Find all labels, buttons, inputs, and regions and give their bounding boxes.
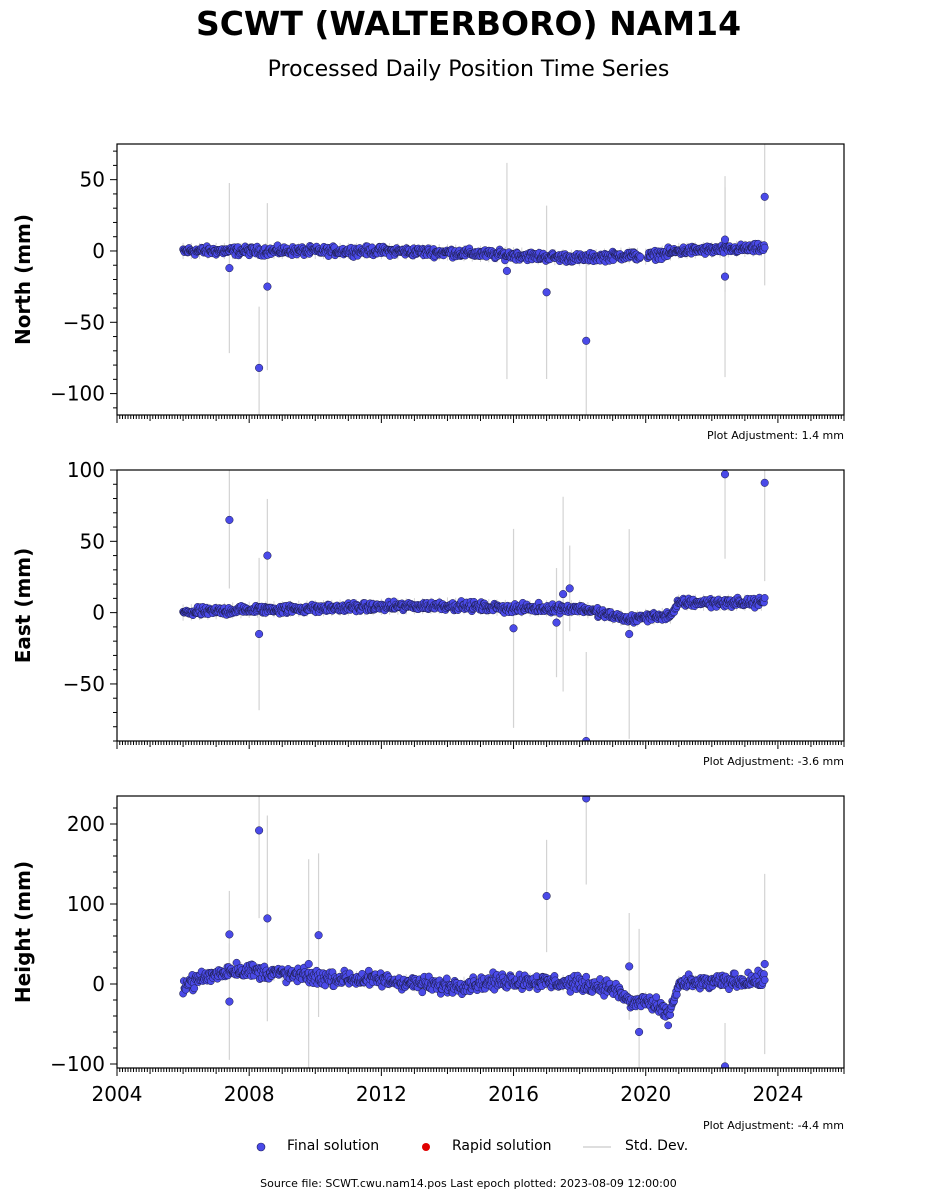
north-outlier-point [502,266,511,275]
height-outlier-point [625,962,634,971]
north-outlier-point [720,235,730,244]
final-solution-label: Final solution [287,1138,380,1154]
north-plot-adjustment: Plot Adjustment: 1.4 mm [706,429,844,442]
east-ytick-label: 50 [80,529,105,553]
height-xtick-label: 2020 [620,1082,671,1106]
height-outlier-point [542,891,551,901]
height-ytick-label: 200 [67,812,105,836]
height-outlier-point [314,931,323,940]
east-outlier-point [552,618,561,627]
height-xtick-label: 2016 [488,1082,539,1106]
height-data-point [672,990,681,999]
east-outlier-point [720,470,730,479]
east-data-point [760,594,769,602]
east-ytick-label: 100 [67,458,105,482]
east-outlier-point [509,624,518,633]
height-outlier-point [225,930,234,939]
height-xtick-label: 2024 [752,1082,803,1106]
std-dev-marker [583,1146,611,1148]
north-ytick-label: −100 [50,382,105,406]
north-ytick-label: 50 [80,168,105,192]
north-outlier-point [542,288,551,297]
height-ytick-label: −100 [50,1052,105,1076]
north-ytick-label: 0 [92,239,105,263]
height-xtick-label: 2004 [92,1082,143,1106]
height-outlier-point [255,826,264,835]
height-ytick-label: 100 [67,892,105,916]
east-ytick-label: −50 [63,672,105,696]
east-outlier-point [625,629,634,639]
east-data-group [179,470,769,741]
height-outlier-point [760,959,769,969]
height-outlier-point [720,1062,730,1068]
height-data-point [664,1021,673,1030]
east-outlier-point [559,590,568,599]
rapid-solution-label: Rapid solution [452,1138,552,1154]
north-outlier-point [582,336,591,345]
height-ytick-label: 0 [92,972,105,996]
height-axes-frame [116,795,845,1069]
height-data-point [418,988,427,997]
height-outlier-point [582,796,591,803]
height-data-point [760,976,769,984]
chart-subtitle: Processed Daily Position Time Series [267,57,670,82]
east-outlier-point [263,551,272,560]
height-xtick-label: 2012 [356,1082,407,1106]
east-outlier-point [565,584,574,593]
std-dev-label: Std. Dev. [625,1138,689,1154]
height-ylabel: Height (mm) [11,861,35,1003]
east-plot-adjustment: Plot Adjustment: -3.6 mm [703,755,844,768]
height-data-point [652,993,661,1001]
east-ylabel: East (mm) [11,548,35,664]
final-solution-marker [256,1142,266,1152]
height-outlier-point [635,1027,644,1037]
height-outlier-point [263,914,272,923]
north-axes-frame [116,143,845,416]
height-plot-adjustment: Plot Adjustment: -4.4 mm [703,1119,844,1132]
north-outlier-point [263,282,272,291]
height-outlier-point [225,997,234,1006]
height-xtick-label: 2008 [224,1082,275,1106]
north-outlier-point [255,363,264,372]
north-data-group [179,144,769,415]
north-outlier-point [720,272,730,281]
east-outlier-point [760,478,769,487]
east-outlier-point [255,629,264,639]
chart-title: SCWT (WALTERBORO) NAM14 [195,4,742,43]
rapid-solution-marker [422,1143,430,1151]
east-outlier-point [582,736,591,741]
north-ylabel: North (mm) [11,214,35,345]
height-data-point [582,972,591,981]
north-data-point [760,243,769,252]
source-note: Source file: SCWT.cwu.nam14.pos Last epo… [260,1177,677,1190]
height-outlier-point [304,959,313,969]
north-outlier-point [760,192,769,201]
east-outlier-point [225,515,234,524]
north-ytick-label: −50 [63,310,105,334]
height-data-group [179,796,769,1068]
height-data-point [190,984,199,993]
east-ytick-label: 0 [92,601,105,625]
north-outlier-point [225,264,234,273]
north-data-point [636,252,645,261]
